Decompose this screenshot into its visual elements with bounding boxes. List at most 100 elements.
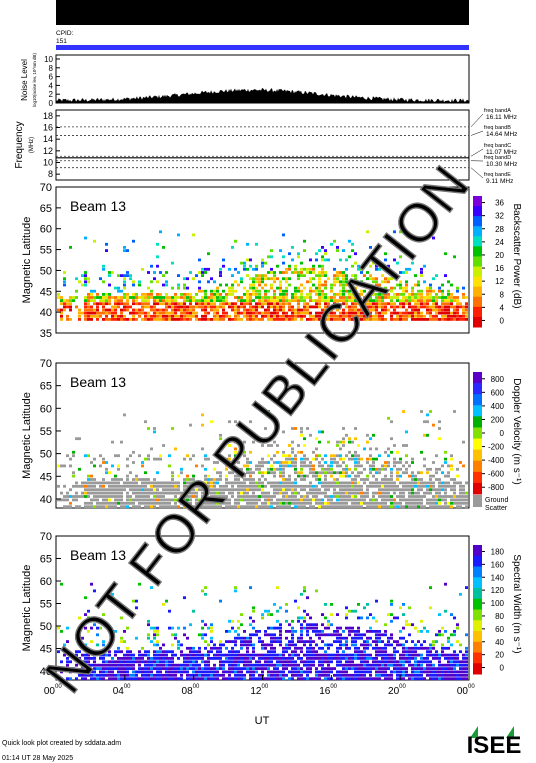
radar-cell xyxy=(93,505,96,509)
radar-cell xyxy=(336,640,339,643)
radar-cell xyxy=(249,657,252,660)
radar-cell xyxy=(366,461,369,464)
radar-cell xyxy=(453,314,456,318)
radar-cell xyxy=(210,299,213,302)
radar-cell xyxy=(396,318,399,321)
radar-cell xyxy=(375,657,378,660)
radar-cell xyxy=(63,277,66,281)
radar-cell xyxy=(57,626,60,630)
radar-cell xyxy=(69,501,72,505)
radar-cell xyxy=(105,488,108,492)
lat-ytick-label: 50 xyxy=(40,449,52,461)
radar-cell xyxy=(201,498,204,502)
radar-cell xyxy=(159,498,162,502)
radar-cell xyxy=(324,274,327,277)
radar-cell xyxy=(321,308,324,312)
radar-cell xyxy=(213,643,216,647)
radar-cell xyxy=(249,495,252,498)
radar-cell xyxy=(396,663,399,667)
radar-cell xyxy=(129,274,132,277)
radar-cell xyxy=(267,667,270,670)
radar-cell xyxy=(336,302,339,306)
radar-cell xyxy=(417,484,420,488)
radar-cell xyxy=(189,271,192,274)
radar-cell xyxy=(288,670,291,674)
radar-cell xyxy=(222,498,225,502)
radar-cell xyxy=(375,636,378,640)
radar-cell xyxy=(93,657,96,660)
radar-cell xyxy=(240,660,243,664)
radar-cell xyxy=(126,677,129,681)
radar-cell xyxy=(183,311,186,315)
radar-cell xyxy=(159,308,162,312)
radar-cell xyxy=(435,478,438,481)
radar-cell xyxy=(372,667,375,670)
radar-cell xyxy=(102,302,105,306)
radar-cell xyxy=(264,663,267,667)
radar-cell xyxy=(390,599,393,603)
radar-cell xyxy=(258,636,261,640)
radar-cell xyxy=(141,657,144,660)
radar-cell xyxy=(447,302,450,306)
radar-cell xyxy=(324,653,327,657)
radar-cell xyxy=(177,484,180,488)
radar-cell xyxy=(231,305,234,309)
x-axis-label: UT xyxy=(255,715,270,727)
radar-cell xyxy=(246,274,249,277)
radar-cell xyxy=(348,630,351,633)
radar-cell xyxy=(330,286,333,290)
radar-cell xyxy=(207,643,210,647)
radar-cell xyxy=(279,289,282,293)
radar-cell xyxy=(255,277,258,281)
radar-cell xyxy=(363,481,366,485)
radar-cell xyxy=(117,673,120,677)
radar-cell xyxy=(261,444,264,447)
radar-cell xyxy=(345,464,348,468)
radar-cell xyxy=(357,616,360,620)
radar-cell xyxy=(408,314,411,318)
radar-cell xyxy=(243,314,246,318)
radar-cell xyxy=(306,271,309,274)
radar-cell xyxy=(180,467,183,471)
radar-cell xyxy=(198,305,201,309)
radar-cell xyxy=(99,626,102,630)
radar-cell xyxy=(243,286,246,290)
colorbar-tick-label: -800 xyxy=(488,483,505,492)
radar-cell xyxy=(123,308,126,312)
radar-cell xyxy=(255,630,258,633)
radar-cell xyxy=(180,296,183,299)
radar-cell xyxy=(93,589,96,593)
radar-cell xyxy=(291,296,294,299)
radar-cell xyxy=(405,280,408,284)
radar-cell xyxy=(276,461,279,464)
radar-cell xyxy=(318,277,321,281)
radar-cell xyxy=(234,478,237,481)
radar-cell xyxy=(99,495,102,498)
radar-cell xyxy=(456,474,459,478)
radar-cell xyxy=(351,318,354,321)
radar-cell xyxy=(210,293,213,296)
cpid-label: CPID: xyxy=(56,30,74,37)
radar-cell xyxy=(300,464,303,468)
radar-cell xyxy=(132,314,135,318)
colorbar-segment xyxy=(473,471,482,484)
x-tick-superscript: 00 xyxy=(193,684,200,690)
radar-cell xyxy=(393,481,396,485)
radar-cell xyxy=(459,505,462,509)
radar-cell xyxy=(390,420,393,424)
radar-cell xyxy=(369,505,372,509)
radar-cell xyxy=(261,670,264,674)
radar-cell xyxy=(186,478,189,481)
radar-cell xyxy=(177,670,180,674)
colorbar-tick-label: 120 xyxy=(491,586,505,595)
radar-cell xyxy=(96,308,99,312)
radar-cell xyxy=(213,657,216,660)
radar-cell xyxy=(324,474,327,478)
radar-cell xyxy=(180,471,183,475)
radar-cell xyxy=(87,650,90,654)
radar-cell xyxy=(150,264,153,268)
radar-cell xyxy=(294,314,297,318)
radar-cell xyxy=(150,663,153,667)
radar-cell xyxy=(216,289,219,293)
radar-cell xyxy=(396,670,399,674)
